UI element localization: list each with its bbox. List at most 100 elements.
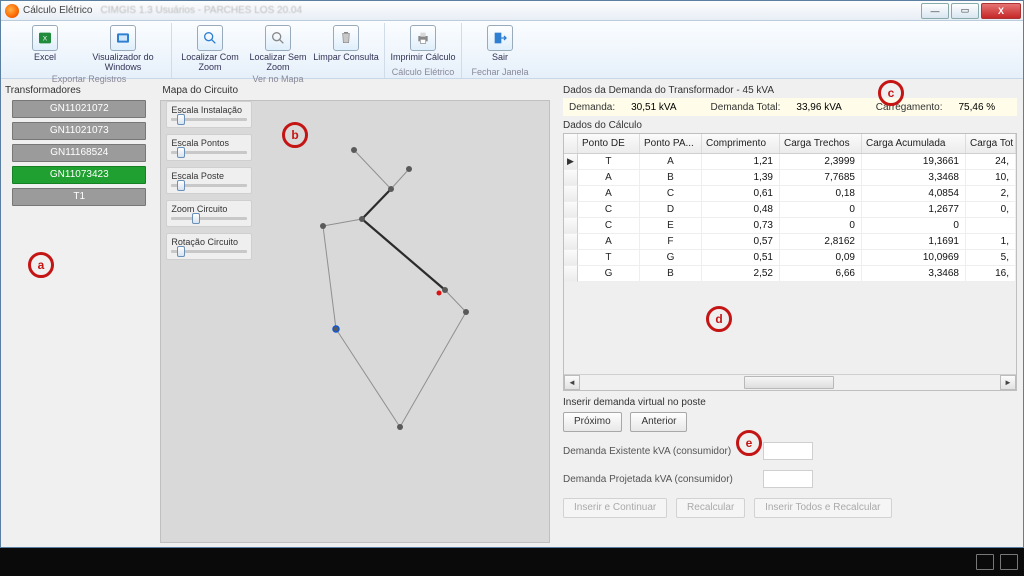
table-cell: 1,1691: [862, 234, 966, 250]
calc-title: Dados do Cálculo: [563, 120, 1017, 131]
slider-track[interactable]: [171, 217, 247, 220]
table-cell: 1,39: [702, 170, 780, 186]
table-cell: 0,61: [702, 186, 780, 202]
excel-icon: X: [32, 25, 58, 51]
table-cell: 0,18: [780, 186, 862, 202]
ribbon-locate-zoom[interactable]: Localizar Com Zoom: [176, 23, 244, 74]
table-cell: 0,48: [702, 202, 780, 218]
table-row[interactable]: CE0,7300: [564, 218, 1016, 234]
table-cell: 1,: [966, 234, 1016, 250]
content: Transformadores GN11021072GN11021073GN11…: [1, 81, 1023, 547]
table-cell: 16,: [966, 266, 1016, 282]
demand-total-value: 33,96 kVA: [796, 102, 841, 113]
table-cell: A: [578, 234, 640, 250]
table-cell: G: [578, 266, 640, 282]
calc-grid[interactable]: Ponto DEPonto PA...ComprimentoCarga Trec…: [563, 133, 1017, 391]
slider-thumb[interactable]: [177, 114, 185, 125]
table-row[interactable]: CD0,4801,26770,: [564, 202, 1016, 218]
projected-demand-label: Demanda Projetada kVA (consumidor): [563, 474, 763, 485]
right-panel: Dados da Demanda do Transformador - 45 k…: [557, 81, 1023, 547]
hscroll-left[interactable]: ◄: [564, 375, 580, 390]
grid-column-header[interactable]: Ponto PA...: [640, 134, 702, 153]
grid-hscroll[interactable]: ◄ ►: [564, 374, 1016, 390]
minimize-button[interactable]: —: [921, 3, 949, 19]
slider-block: Rotação Circuito: [166, 233, 252, 260]
ribbon-locate-nozoom[interactable]: Localizar Sem Zoom: [244, 23, 312, 74]
hscroll-thumb[interactable]: [744, 376, 834, 389]
ribbon-group-close-caption: Fechar Janela: [471, 67, 528, 78]
transformer-item[interactable]: GN11073423: [12, 166, 146, 184]
table-cell: [966, 218, 1016, 234]
table-row[interactable]: AC0,610,184,08542,: [564, 186, 1016, 202]
annotation-marker: a: [28, 252, 54, 278]
table-cell: 2,3999: [780, 154, 862, 170]
table-cell: 0,73: [702, 218, 780, 234]
slider-thumb[interactable]: [177, 180, 185, 191]
demand-title: Dados da Demanda do Transformador - 45 k…: [563, 85, 1017, 96]
table-cell: 3,3468: [862, 266, 966, 282]
recalc-button[interactable]: Recalcular: [676, 498, 745, 518]
existing-demand-input[interactable]: [763, 442, 813, 460]
grid-column-header[interactable]: Carga Tot: [966, 134, 1016, 153]
table-cell: A: [578, 186, 640, 202]
load-value: 75,46 %: [959, 102, 996, 113]
insert-section: Inserir demanda virtual no poste Próximo…: [563, 397, 1017, 518]
slider-block: Escala Poste: [166, 167, 252, 194]
table-cell: [564, 186, 578, 202]
insert-continue-button[interactable]: Inserir e Continuar: [563, 498, 667, 518]
ribbon-exit[interactable]: Sair: [466, 23, 534, 64]
grid-column-header[interactable]: Comprimento: [702, 134, 780, 153]
ribbon-excel[interactable]: X Excel: [11, 23, 79, 74]
hscroll-right[interactable]: ►: [1000, 375, 1016, 390]
ribbon-clear[interactable]: Limpar Consulta: [312, 23, 380, 74]
close-button[interactable]: X: [981, 3, 1021, 19]
next-button[interactable]: Próximo: [563, 412, 622, 432]
transformer-item[interactable]: GN11168524: [12, 144, 146, 162]
grid-column-header[interactable]: Ponto DE: [578, 134, 640, 153]
table-cell: C: [640, 186, 702, 202]
window-title: Cálculo Elétrico: [23, 5, 92, 16]
slider-thumb[interactable]: [177, 246, 185, 257]
slider-label: Zoom Circuito: [171, 204, 247, 214]
ribbon-windows-viewer[interactable]: Visualizador do Windows: [79, 23, 167, 74]
titlebar: Cálculo Elétrico CIMGIS 1.3 Usuários - P…: [1, 1, 1023, 21]
taskbar-icon-1[interactable]: [976, 554, 994, 570]
table-row[interactable]: TG0,510,0910,09695,: [564, 250, 1016, 266]
projected-demand-input[interactable]: [763, 470, 813, 488]
prev-button[interactable]: Anterior: [630, 412, 687, 432]
maximize-button[interactable]: ▭: [951, 3, 979, 19]
table-cell: [564, 218, 578, 234]
table-row[interactable]: AF0,572,81621,16911,: [564, 234, 1016, 250]
table-cell: 1,21: [702, 154, 780, 170]
insert-all-recalc-button[interactable]: Inserir Todos e Recalcular: [754, 498, 891, 518]
ribbon: X Excel Visualizador do Windows Exportar…: [1, 21, 1023, 79]
table-cell: 6,66: [780, 266, 862, 282]
table-cell: E: [640, 218, 702, 234]
table-row[interactable]: GB2,526,663,346816,: [564, 266, 1016, 282]
slider-track[interactable]: [171, 151, 247, 154]
table-cell: 24,: [966, 154, 1016, 170]
transformer-item[interactable]: T1: [12, 188, 146, 206]
ribbon-group-calc-caption: Cálculo Elétrico: [392, 67, 455, 78]
ribbon-clear-label: Limpar Consulta: [313, 52, 379, 62]
slider-thumb[interactable]: [177, 147, 185, 158]
slider-thumb[interactable]: [192, 213, 200, 224]
clear-icon: [333, 25, 359, 51]
slider-block: Escala Instalação: [166, 101, 252, 128]
transformer-item[interactable]: GN11021072: [12, 100, 146, 118]
transformer-item[interactable]: GN11021073: [12, 122, 146, 140]
grid-column-header[interactable]: Carga Trechos: [780, 134, 862, 153]
slider-track[interactable]: [171, 118, 247, 121]
taskbar-icon-2[interactable]: [1000, 554, 1018, 570]
table-cell: F: [640, 234, 702, 250]
table-row[interactable]: ▶TA1,212,399919,366124,: [564, 154, 1016, 170]
grid-column-header[interactable]: Carga Acumulada: [862, 134, 966, 153]
slider-track[interactable]: [171, 184, 247, 187]
slider-track[interactable]: [171, 250, 247, 253]
grid-column-header[interactable]: [564, 134, 578, 153]
ribbon-print[interactable]: Imprimir Cálculo: [389, 23, 457, 64]
sliders: Escala InstalaçãoEscala PontosEscala Pos…: [166, 101, 252, 266]
table-cell: 2,: [966, 186, 1016, 202]
table-row[interactable]: AB1,397,76853,346810,: [564, 170, 1016, 186]
table-cell: 10,: [966, 170, 1016, 186]
